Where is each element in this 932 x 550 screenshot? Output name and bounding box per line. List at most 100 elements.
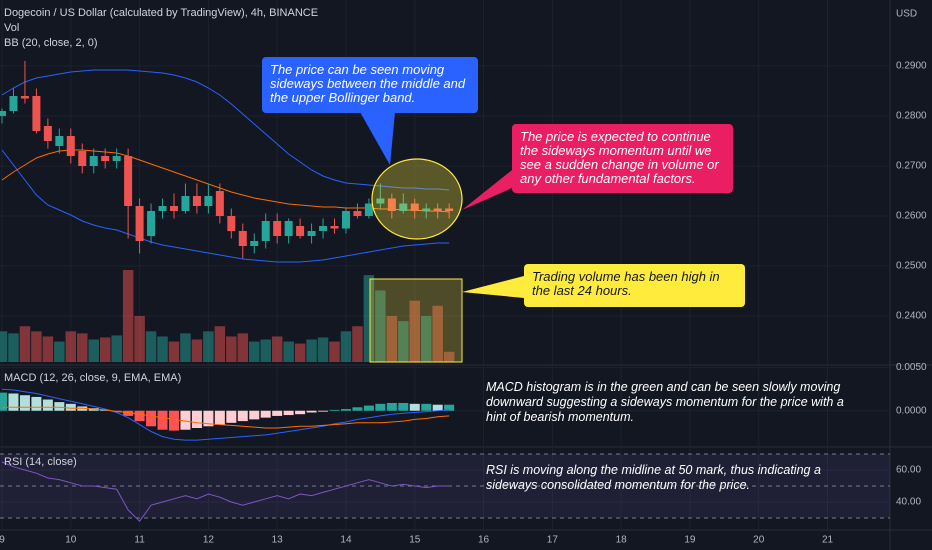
volume-bar	[352, 326, 363, 362]
volume-bar	[317, 337, 329, 362]
annotation-pink: The price is expected to continue the si…	[512, 124, 733, 193]
macd-hist-bar	[123, 410, 134, 416]
candle-body	[353, 211, 362, 216]
macd-hist-bar	[409, 403, 420, 411]
x-tick-label: 12	[203, 535, 215, 546]
candle-body	[204, 196, 213, 206]
candle-body	[307, 231, 316, 236]
macd-hist-bar	[272, 410, 283, 416]
candle-body	[284, 221, 293, 236]
symbol-title: Dogecoin / US Dollar (calculated by Trad…	[4, 7, 319, 19]
candle-body	[227, 216, 236, 231]
volume-bar	[122, 270, 134, 362]
macd-label: MACD (12, 26, close, 9, EMA, EMA)	[4, 372, 182, 384]
candle-body	[32, 96, 41, 131]
x-tick-label: 13	[272, 535, 284, 546]
y-tick-label: 40.00	[896, 497, 921, 508]
candle-body	[238, 231, 247, 246]
candle-body	[410, 203, 419, 211]
volume-bar	[180, 333, 191, 362]
macd-hist-bar	[295, 410, 306, 415]
volume-bar	[111, 335, 122, 362]
candle-body	[319, 226, 328, 231]
volume-highlight	[369, 278, 463, 363]
volume-bar	[214, 326, 226, 362]
volume-bar	[375, 290, 386, 362]
volume-bar	[398, 321, 409, 362]
candle-body	[296, 226, 305, 236]
volume-bar	[363, 275, 375, 362]
candle-body	[112, 156, 121, 161]
bb-lower	[1, 149, 450, 263]
volume-bar	[203, 331, 214, 362]
macd-hist-bar	[249, 410, 260, 420]
vol-label: Vol	[4, 22, 20, 34]
volume-bar	[99, 337, 111, 362]
candle-body	[101, 156, 110, 161]
pointer-blue	[360, 112, 395, 165]
x-tick-label: 11	[134, 535, 145, 546]
bb-basis	[1, 149, 450, 213]
volume-bar	[19, 326, 31, 362]
candle-body	[445, 208, 454, 211]
candle-body	[66, 136, 75, 156]
y-tick-label: 60.00	[896, 465, 921, 476]
candle-body	[250, 241, 259, 246]
volume-bar	[168, 341, 180, 362]
volume-bar	[0, 331, 8, 362]
volume-bar	[157, 336, 168, 362]
macd-hist-bar	[226, 410, 237, 423]
candle-body	[192, 196, 201, 206]
volume-bar	[329, 341, 340, 362]
volume-bar	[420, 316, 432, 362]
volume-bar	[88, 339, 99, 362]
x-tick-label: 10	[65, 535, 77, 546]
volume-bar	[145, 331, 157, 362]
currency: USD	[896, 9, 917, 20]
macd-hist-bar	[214, 410, 225, 425]
macd-hist-bar	[65, 403, 76, 411]
volume-bar	[294, 343, 306, 362]
y-tick-label: 0.2500	[896, 261, 927, 272]
macd-hist-bar	[421, 403, 432, 411]
y-tick-label: 0.2900	[896, 61, 927, 72]
volume-bar	[283, 341, 294, 362]
macd-hist-bar	[386, 402, 397, 411]
volume-bar	[54, 341, 65, 362]
macd-hist-bar	[8, 393, 19, 411]
candle-body	[364, 203, 373, 216]
volume-bar	[226, 336, 237, 362]
volume-bar	[248, 341, 260, 362]
rsi-line	[1, 461, 450, 522]
candle-body	[422, 208, 431, 211]
macd-line	[1, 388, 450, 441]
candle-body	[399, 203, 408, 211]
x-tick-label: 19	[684, 535, 696, 546]
macd-hist-bar	[134, 410, 145, 422]
macd-hist-bar	[432, 404, 443, 411]
y-tick-label: 0.2400	[896, 311, 927, 322]
macd-hist-bar	[352, 407, 363, 411]
candle-body	[55, 136, 64, 146]
pointer-pink	[462, 170, 512, 210]
macd-hist-bar	[398, 402, 409, 411]
volume-bar	[271, 336, 283, 362]
annotation-blue: The price can be seen moving sideways be…	[262, 57, 478, 113]
x-tick-label: 9	[0, 535, 5, 546]
candle-body	[78, 151, 87, 166]
macd-hist-bar	[0, 392, 8, 411]
macd-note: MACD histogram is in the green and can b…	[486, 380, 844, 424]
macd-hist-bar	[180, 410, 191, 430]
candle-body	[147, 211, 156, 236]
macd-hist-bar	[203, 410, 214, 427]
x-tick-label: 21	[822, 535, 834, 546]
macd-hist-bar	[42, 399, 53, 411]
macd-hist-bar	[340, 409, 351, 411]
candle-body	[261, 221, 270, 241]
candle-body	[433, 208, 442, 211]
macd-hist-bar	[444, 404, 455, 411]
macd-hist-bar	[54, 402, 65, 411]
candle-body	[376, 198, 385, 204]
volume-bar	[77, 333, 88, 362]
